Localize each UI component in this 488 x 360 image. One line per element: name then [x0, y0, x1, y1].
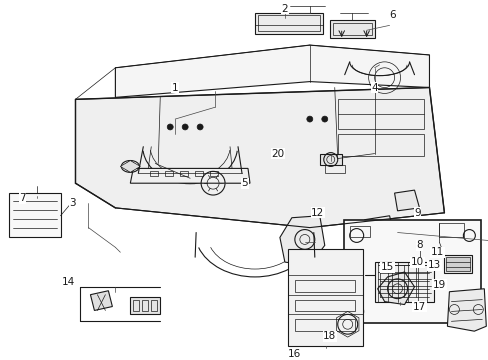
Text: 12: 12	[310, 208, 324, 218]
Bar	[130, 297, 160, 314]
Bar	[287, 249, 362, 346]
Text: 10: 10	[410, 257, 423, 267]
Circle shape	[321, 116, 327, 122]
Polygon shape	[90, 291, 112, 310]
Text: 3: 3	[69, 198, 76, 208]
Polygon shape	[75, 87, 444, 228]
Bar	[294, 280, 354, 292]
Text: 11: 11	[430, 247, 443, 257]
Text: 13: 13	[427, 260, 440, 270]
Text: 2: 2	[281, 4, 287, 14]
Polygon shape	[120, 161, 140, 172]
Bar	[337, 99, 424, 129]
Circle shape	[306, 116, 312, 122]
Text: 17: 17	[412, 302, 425, 311]
Polygon shape	[130, 168, 249, 183]
Bar	[374, 262, 433, 302]
Bar	[258, 15, 319, 31]
Bar	[343, 220, 480, 323]
Bar	[446, 257, 469, 271]
Text: 7: 7	[20, 193, 26, 203]
Text: 15: 15	[380, 262, 393, 272]
Bar	[180, 171, 188, 176]
Text: 19: 19	[432, 280, 445, 290]
Polygon shape	[115, 45, 428, 97]
Text: 4: 4	[370, 82, 377, 93]
Bar	[133, 300, 139, 311]
Bar	[444, 255, 471, 273]
Text: 9: 9	[413, 208, 420, 218]
Bar	[9, 193, 61, 238]
Text: 1: 1	[172, 82, 178, 93]
Text: 8: 8	[415, 240, 422, 250]
Bar	[359, 271, 371, 279]
Polygon shape	[394, 190, 419, 211]
Bar	[329, 21, 374, 38]
Polygon shape	[447, 289, 486, 331]
Circle shape	[197, 124, 203, 130]
Bar	[349, 226, 369, 238]
Bar	[319, 154, 341, 166]
Polygon shape	[361, 216, 394, 249]
Bar	[324, 166, 344, 173]
Text: 18: 18	[323, 331, 336, 341]
Bar	[294, 300, 354, 311]
Bar	[165, 171, 173, 176]
Text: 6: 6	[388, 10, 395, 21]
Bar	[195, 171, 203, 176]
Circle shape	[182, 124, 188, 130]
Bar	[254, 13, 322, 34]
Polygon shape	[377, 272, 414, 305]
Bar	[150, 171, 158, 176]
Text: 5: 5	[241, 178, 248, 188]
Bar	[210, 171, 218, 176]
Bar	[294, 319, 354, 331]
Circle shape	[167, 124, 173, 130]
Text: 16: 16	[287, 349, 301, 359]
Bar	[332, 23, 371, 35]
Bar	[337, 134, 424, 156]
Polygon shape	[279, 216, 324, 265]
Text: 14: 14	[62, 277, 75, 287]
Bar	[439, 223, 464, 238]
Text: 20: 20	[271, 149, 284, 159]
Bar	[142, 300, 148, 311]
Bar	[151, 300, 157, 311]
